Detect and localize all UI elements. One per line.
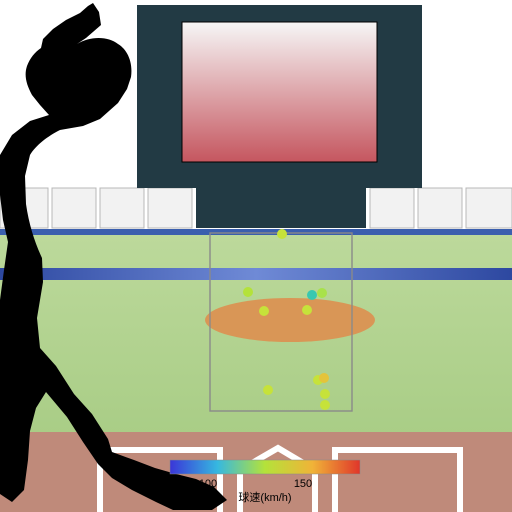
wall-panel [100, 188, 144, 228]
wall-top-stripe [0, 229, 512, 235]
wall-blue-band [0, 268, 512, 280]
pitch-point [320, 400, 330, 410]
legend-title: 球速(km/h) [238, 490, 291, 504]
wall-panel [418, 188, 462, 228]
pitch-point [263, 385, 273, 395]
pitch-point [243, 287, 253, 297]
pitch-point [307, 290, 317, 300]
pitch-point [259, 306, 269, 316]
wall-panel [466, 188, 512, 228]
legend-tick-label: 100 [199, 478, 217, 490]
wall-panel [52, 188, 96, 228]
pitch-point [320, 389, 330, 399]
pitch-point [302, 305, 312, 315]
scoreboard-screen [182, 22, 377, 162]
wall-panel [148, 188, 192, 228]
speed-legend-bar [170, 460, 360, 474]
pitchers-mound [205, 298, 375, 342]
legend-tick-label: 150 [294, 478, 312, 490]
pitch-point [317, 288, 327, 298]
pitch-point [319, 373, 329, 383]
wall-panel [370, 188, 414, 228]
pitch-point [277, 229, 287, 239]
pitch-chart: 100 150球速(km/h) [0, 0, 512, 512]
scoreboard-stand [196, 188, 366, 228]
